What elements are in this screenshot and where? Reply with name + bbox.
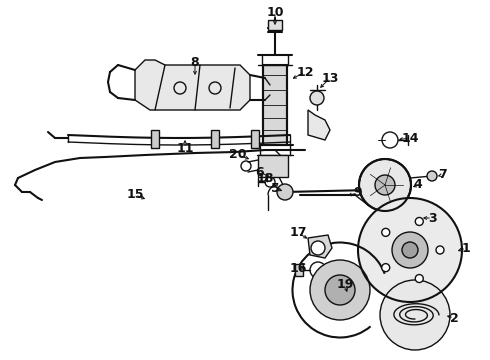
Bar bbox=[263, 65, 287, 145]
Text: 20: 20 bbox=[229, 148, 247, 162]
Bar bbox=[151, 130, 159, 148]
Circle shape bbox=[358, 198, 462, 302]
Circle shape bbox=[277, 184, 293, 200]
Circle shape bbox=[380, 280, 450, 350]
Circle shape bbox=[415, 217, 423, 225]
Text: 2: 2 bbox=[450, 311, 458, 324]
Text: 3: 3 bbox=[428, 211, 436, 225]
Circle shape bbox=[375, 175, 395, 195]
Text: 5: 5 bbox=[270, 181, 279, 194]
Circle shape bbox=[359, 184, 371, 196]
Circle shape bbox=[325, 275, 355, 305]
Bar bbox=[295, 264, 303, 276]
Circle shape bbox=[436, 246, 444, 254]
Circle shape bbox=[382, 264, 390, 272]
Circle shape bbox=[382, 228, 390, 237]
Text: 12: 12 bbox=[296, 66, 314, 78]
Text: 10: 10 bbox=[266, 5, 284, 18]
Circle shape bbox=[415, 275, 423, 283]
Circle shape bbox=[427, 171, 437, 181]
Bar bbox=[211, 130, 219, 148]
Circle shape bbox=[392, 232, 428, 268]
Bar bbox=[268, 20, 282, 30]
Text: 13: 13 bbox=[321, 72, 339, 85]
Circle shape bbox=[310, 260, 370, 320]
Text: 19: 19 bbox=[336, 279, 354, 292]
Text: 9: 9 bbox=[354, 186, 362, 199]
Bar bbox=[251, 130, 259, 148]
Text: 11: 11 bbox=[176, 141, 194, 154]
Text: 6: 6 bbox=[256, 166, 264, 179]
Text: 16: 16 bbox=[289, 261, 307, 274]
Bar bbox=[263, 65, 287, 145]
Circle shape bbox=[310, 91, 324, 105]
Text: 15: 15 bbox=[126, 189, 144, 202]
Polygon shape bbox=[308, 110, 330, 140]
Circle shape bbox=[402, 242, 418, 258]
Text: 18: 18 bbox=[256, 171, 274, 184]
Text: 8: 8 bbox=[191, 55, 199, 68]
Polygon shape bbox=[135, 60, 250, 110]
Circle shape bbox=[359, 159, 411, 211]
Text: 17: 17 bbox=[289, 226, 307, 239]
Circle shape bbox=[311, 241, 325, 255]
Text: 14: 14 bbox=[401, 131, 419, 144]
Bar bbox=[258, 155, 288, 177]
Polygon shape bbox=[308, 235, 332, 258]
Text: 1: 1 bbox=[462, 242, 470, 255]
Text: 7: 7 bbox=[438, 168, 446, 181]
Text: 4: 4 bbox=[414, 179, 422, 192]
